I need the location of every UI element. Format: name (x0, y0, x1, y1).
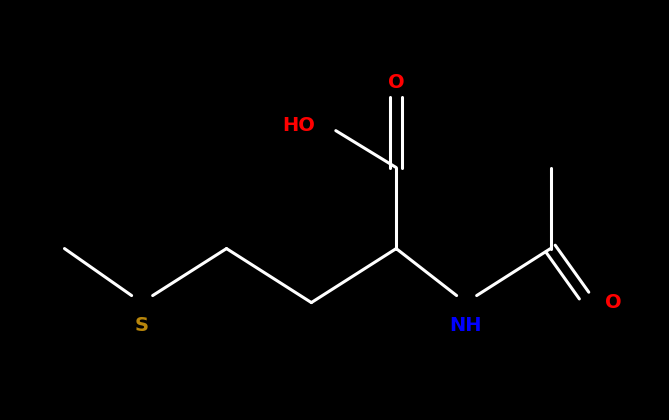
Text: S: S (134, 316, 149, 335)
Text: O: O (388, 74, 405, 92)
Text: NH: NH (450, 316, 482, 335)
Text: HO: HO (282, 116, 315, 135)
Text: O: O (605, 293, 621, 312)
